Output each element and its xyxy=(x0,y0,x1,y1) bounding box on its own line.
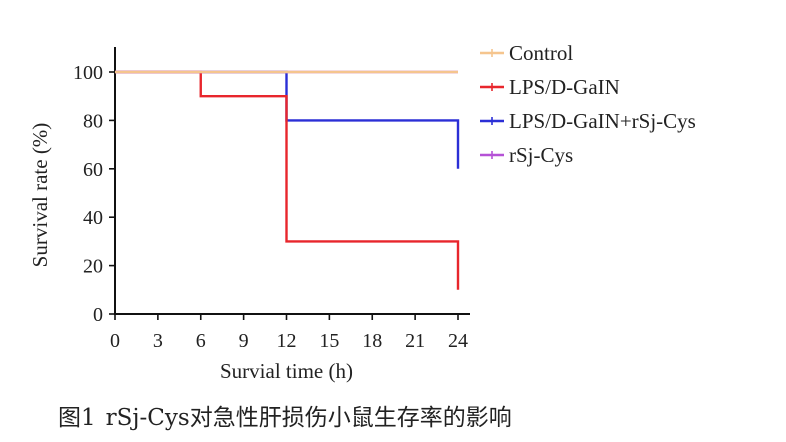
legend-label: Control xyxy=(509,41,573,65)
x-tick-label: 6 xyxy=(196,330,206,352)
y-tick-label: 100 xyxy=(73,62,103,84)
x-tick-label: 15 xyxy=(319,330,339,352)
series-line-lps-d-gain xyxy=(115,70,460,290)
figure-caption-text: rSj-Cys对急性肝损伤小鼠生存率的影响 xyxy=(105,405,512,431)
x-tick-label: 18 xyxy=(362,330,382,352)
y-tick-label: 40 xyxy=(83,207,103,229)
chart-ticks: 0 3 6 9 12 15 18 21 24 0 20 40 60 80 100 xyxy=(73,62,468,352)
x-tick-label: 9 xyxy=(239,330,249,352)
y-tick-label: 60 xyxy=(83,159,103,181)
figure-number: 图1 xyxy=(58,405,96,431)
legend-label: LPS/D-GaIN xyxy=(509,75,620,99)
x-tick-label: 24 xyxy=(448,330,468,352)
chart-series xyxy=(115,70,460,290)
y-tick-label: 80 xyxy=(83,110,103,132)
legend-label: LPS/D-GaIN+rSj-Cys xyxy=(509,109,696,133)
x-axis-label: Survial time (h) xyxy=(220,359,353,383)
survival-chart: 0 3 6 9 12 15 18 21 24 0 20 40 60 80 100 Control LPS/D-… xyxy=(28,41,696,383)
chart-axes xyxy=(114,47,470,315)
y-tick-label: 0 xyxy=(93,304,103,326)
figure-caption: 图1 rSj-Cys对急性肝损伤小鼠生存率的影响 xyxy=(58,398,522,432)
x-tick-label: 3 xyxy=(153,330,163,352)
legend-label: rSj-Cys xyxy=(509,143,573,167)
y-axis-label: Survival rate (%) xyxy=(28,123,52,268)
y-tick-label: 20 xyxy=(83,256,103,278)
x-tick-label: 21 xyxy=(405,330,425,352)
x-tick-label: 12 xyxy=(277,330,297,352)
x-tick-label: 0 xyxy=(110,330,120,352)
chart-legend: Control LPS/D-GaIN LPS/D-GaIN+rSj-Cys rSj-C… xyxy=(480,41,696,167)
